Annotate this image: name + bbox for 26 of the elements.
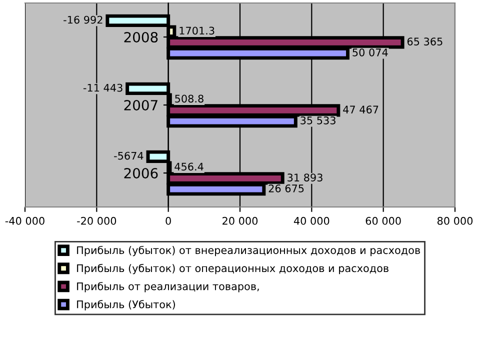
- data-label: 456.4: [174, 162, 204, 171]
- x-tick-label: 0: [166, 216, 171, 225]
- data-label: 47 467: [343, 106, 378, 114]
- x-tick-label: 40 000: [294, 216, 330, 225]
- legend-label: Прибыль (Убыток): [77, 300, 175, 310]
- x-tick-label: -40 000: [5, 216, 44, 225]
- x-tick-label: 20 000: [222, 216, 258, 225]
- data-label: -16 992: [64, 16, 102, 24]
- data-label: 35 533: [300, 116, 336, 124]
- legend-label: Прибыль (убыток) от внереализационных доходов и расходов: [77, 246, 420, 256]
- legend-label: Прибыль от реализации товаров,: [77, 282, 259, 292]
- y-tick-label: 2008: [124, 32, 158, 42]
- y-tick-label: 2007: [124, 100, 158, 110]
- y-tick-label: 2006: [124, 168, 158, 178]
- data-label: 26 675: [268, 184, 304, 192]
- data-label: 508.8: [175, 94, 204, 103]
- x-tick-label: 60 000: [366, 216, 401, 225]
- data-label: -5674: [114, 152, 144, 160]
- data-label: 50 074: [352, 48, 388, 56]
- data-label: 31 893: [288, 174, 322, 182]
- data-label: 1701.3: [180, 26, 214, 35]
- x-tick-label: -20 000: [77, 216, 116, 225]
- x-tick-label: 80 000: [437, 216, 473, 225]
- data-label: -11 443: [83, 84, 122, 92]
- data-label: 65 365: [407, 38, 442, 46]
- legend-label: Прибыль (убыток) от операционных доходов и расходов: [77, 264, 388, 274]
